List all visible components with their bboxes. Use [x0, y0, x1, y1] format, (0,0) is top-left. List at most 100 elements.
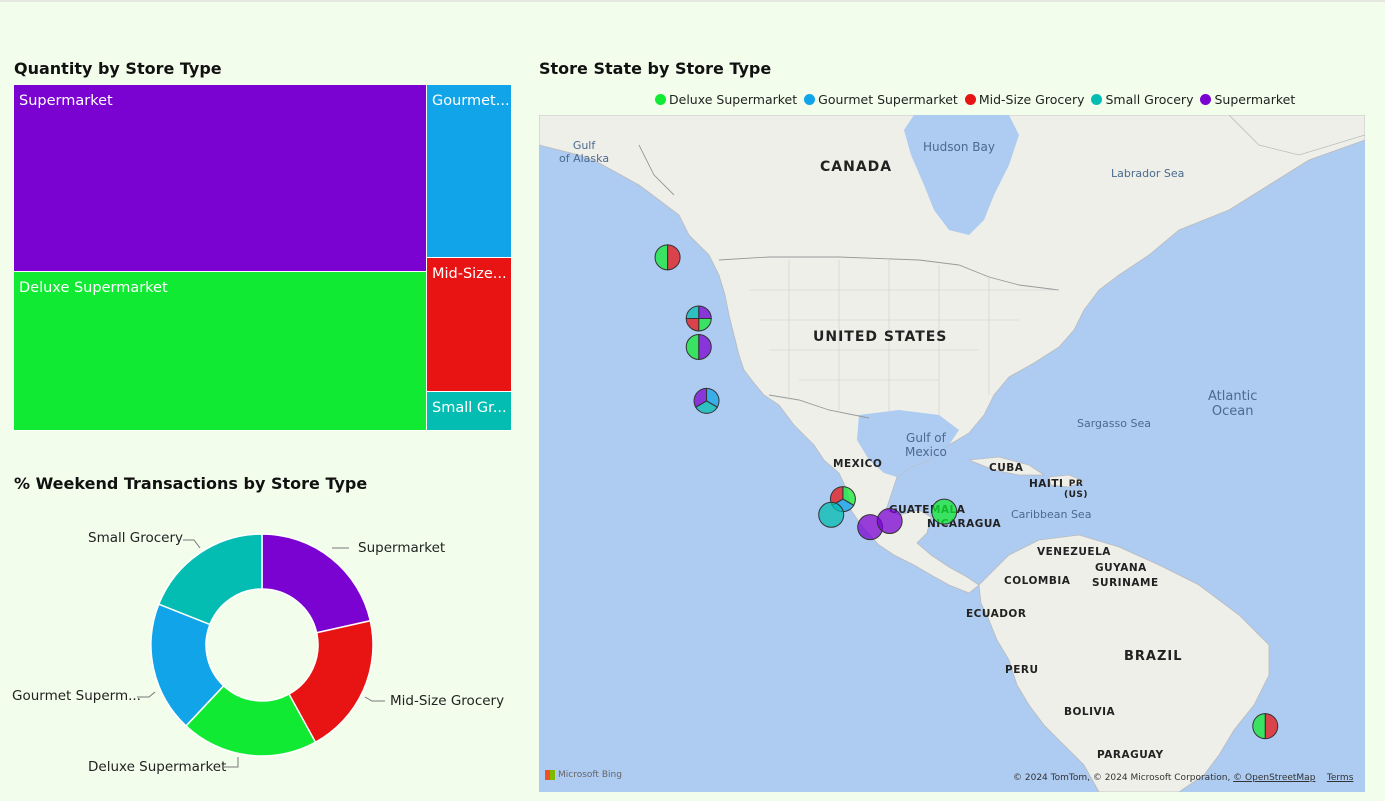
map-label-ecuador: ECUADOR — [966, 608, 1027, 620]
donut-label-mid-size-grocery: Mid-Size Grocery — [390, 693, 505, 709]
map-pie-marker[interactable] — [876, 508, 903, 535]
treemap-tile-label: Deluxe Supermarket — [19, 280, 168, 296]
map-pie-slice-small-grocery — [818, 501, 845, 528]
map-label-canada: CANADA — [820, 159, 893, 175]
donut-label-supermarket: Supermarket — [358, 540, 446, 556]
map-pie-slice-supermarket — [693, 387, 708, 408]
attribution-text: © 2024 TomTom, © 2024 Microsoft Corporat… — [1013, 773, 1234, 783]
map-label-gulf-alaska: Gulf of Alaska — [559, 139, 610, 165]
treemap-tile-label: Gourmet... — [432, 93, 510, 109]
land-hispaniola — [1048, 474, 1086, 488]
map-pie-slice-deluxe-supermarket — [698, 317, 712, 332]
microsoft-logo-icon — [545, 770, 555, 780]
map-label-colombia: COLOMBIA — [1004, 575, 1071, 587]
map-attribution: © 2024 TomTom, © 2024 Microsoft Corporat… — [1013, 773, 1353, 783]
top-border — [0, 0, 1385, 2]
map-pie-marker[interactable] — [654, 244, 681, 271]
donut-slice-small-grocery[interactable] — [157, 533, 263, 626]
treemap-tile-label: Supermarket — [19, 93, 113, 109]
map-pie-slice-deluxe-supermarket — [654, 244, 669, 271]
donut-chart — [137, 533, 385, 768]
leader-line-mid-size-grocery — [364, 696, 385, 702]
map-pie-slice-mid-size-grocery — [667, 244, 681, 271]
land-greenland — [1228, 115, 1365, 156]
legend-label: Supermarket — [1214, 92, 1296, 107]
treemap-tile-gourmet-supermarket[interactable]: Gourmet... — [427, 85, 512, 258]
map-pie-marker[interactable] — [818, 501, 845, 528]
legend-item-small-grocery[interactable]: Small Grocery — [1091, 92, 1193, 107]
legend-item-deluxe-supermarket[interactable]: Deluxe Supermarket — [655, 92, 797, 107]
legend-label: Gourmet Supermarket — [818, 92, 958, 107]
border-us-canada — [718, 256, 1060, 291]
map-pie-marker[interactable] — [931, 498, 958, 525]
map-label-pr: PR (US) — [1064, 479, 1089, 500]
map-label-labrador-sea: Labrador Sea — [1111, 167, 1185, 180]
treemap-title: Quantity by Store Type — [14, 59, 222, 78]
map-pie-slice-deluxe-supermarket — [685, 333, 700, 360]
leader-line-small-grocery — [183, 539, 201, 549]
donut-label-small-grocery: Small Grocery — [88, 530, 184, 546]
legend-dot — [1091, 94, 1103, 105]
map-basemap — [539, 115, 1365, 792]
osm-link[interactable]: © OpenStreetMap — [1233, 773, 1316, 783]
legend-item-gourmet-supermarket[interactable]: Gourmet Supermarket — [804, 92, 958, 107]
treemap-tile-label: Mid-Size... — [432, 266, 507, 282]
map-label-gulf-mexico: Gulf of Mexico — [905, 431, 947, 459]
legend-label: Mid-Size Grocery — [978, 92, 1085, 107]
map-pie-slice-small-grocery — [695, 400, 719, 414]
treemap-tile-label: Small Gr... — [432, 400, 507, 416]
map-pie-marker[interactable] — [685, 333, 712, 360]
donut-slice-gourmet-supermarket[interactable] — [150, 603, 225, 727]
treemap-tile-mid-size-grocery[interactable]: Mid-Size... — [427, 258, 512, 392]
donut-label-deluxe-supermarket: Deluxe Supermarket — [88, 759, 227, 775]
map-pie-slice-supermarket — [698, 333, 712, 360]
map-label-cuba: CUBA — [989, 462, 1024, 474]
map-label-peru: PERU — [1005, 664, 1039, 676]
leader-line-deluxe-supermarket — [224, 757, 239, 768]
donut-slice-mid-size-grocery[interactable] — [287, 619, 374, 744]
land-north-america — [539, 115, 1365, 594]
map-pie-slice-deluxe-supermarket — [1252, 713, 1266, 740]
land-south-america — [978, 534, 1270, 792]
treemap-chart: Supermarket Deluxe Supermarket Gourmet..… — [14, 85, 512, 431]
legend-label: Deluxe Supermarket — [669, 92, 798, 107]
map-canvas[interactable]: Gulf of Alaska CANADA Hudson Bay Labrado… — [539, 115, 1365, 792]
map-pie-marker[interactable] — [685, 305, 712, 332]
map-state-lines — [749, 260, 1059, 415]
map-pie-slice-mid-size-grocery — [1264, 713, 1279, 740]
map-pie-marker[interactable] — [693, 387, 720, 414]
legend-item-supermarket[interactable]: Supermarket — [1200, 92, 1295, 107]
terms-link[interactable]: Terms — [1326, 773, 1354, 783]
map-label-united-states: UNITED STATES — [813, 329, 948, 345]
legend-dot — [655, 94, 666, 105]
map-pie-marker[interactable] — [1252, 713, 1279, 740]
bing-label: Microsoft Bing — [558, 770, 622, 780]
map-legend: Deluxe Supermarket Gourmet Supermarket M… — [655, 92, 1302, 107]
treemap-tile-deluxe-supermarket[interactable]: Deluxe Supermarket — [14, 272, 427, 431]
donut-title: % Weekend Transactions by Store Type — [14, 474, 368, 493]
legend-dot — [1200, 94, 1212, 105]
treemap-tile-small-grocery[interactable]: Small Gr... — [427, 392, 512, 431]
map-pie-markers — [654, 244, 1279, 740]
map-label-atlantic: Atlantic Ocean — [1208, 389, 1258, 419]
map-label-sargasso: Sargasso Sea — [1077, 417, 1151, 430]
map-label-hudson-bay: Hudson Bay — [923, 140, 995, 154]
map-label-caribbean: Caribbean Sea — [1011, 508, 1092, 521]
map-label-suriname: SURINAME — [1092, 577, 1159, 589]
legend-dot — [804, 94, 816, 105]
donut-label-gourmet-supermarket: Gourmet Superm... — [12, 688, 141, 704]
donut-slice-supermarket[interactable] — [261, 533, 372, 634]
map-label-bolivia: BOLIVIA — [1064, 706, 1116, 718]
treemap-tile-supermarket[interactable]: Supermarket — [14, 85, 427, 272]
leader-line-gourmet-supermarket — [137, 691, 156, 698]
map-label-paraguay: PARAGUAY — [1097, 749, 1164, 761]
map-label-brazil: BRAZIL — [1124, 649, 1183, 664]
map-pie-slice-mid-size-grocery — [685, 317, 700, 332]
map-title: Store State by Store Type — [539, 59, 772, 78]
hudson-bay — [904, 115, 1019, 235]
map-label-venezuela: VENEZUELA — [1037, 546, 1111, 558]
legend-item-mid-size-grocery[interactable]: Mid-Size Grocery — [964, 92, 1085, 107]
map-pie-slice-deluxe-supermarket — [931, 498, 958, 525]
map-pie-slice-supermarket — [876, 508, 903, 535]
map-pie-slice-small-grocery — [685, 305, 700, 319]
